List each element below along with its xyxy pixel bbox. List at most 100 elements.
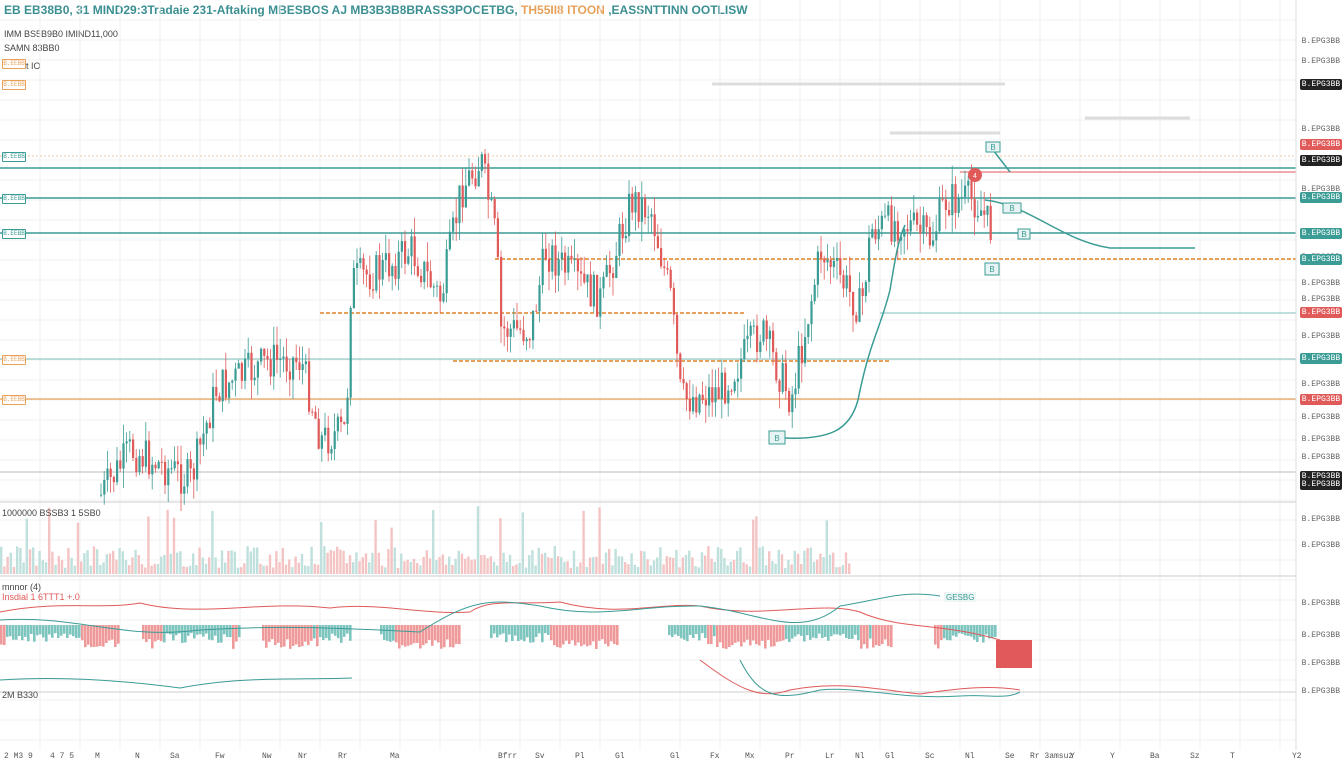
- candle-body: [516, 320, 519, 329]
- oscillator-bar: [265, 625, 268, 648]
- candle-body: [624, 236, 627, 239]
- oscillator-bar: [18, 625, 21, 637]
- oscillator-bar: [54, 625, 57, 634]
- candle-body: [839, 257, 842, 275]
- volume-bar: [272, 567, 275, 574]
- volume-bar: [32, 547, 35, 574]
- volume-bar: [294, 556, 297, 574]
- candle-body: [647, 216, 650, 218]
- volume-bar: [412, 558, 416, 574]
- volume-bar: [633, 564, 636, 574]
- candle-body: [695, 397, 698, 413]
- oscillator-bar: [743, 625, 746, 643]
- volume-bar: [576, 566, 579, 574]
- marker-teal-5[interactable]: B: [985, 141, 1001, 153]
- time-axis-label: Y2: [1292, 752, 1302, 761]
- candle-body: [250, 352, 253, 381]
- price-tag: B.EPG3BB: [1300, 139, 1342, 150]
- volume-bar: [6, 556, 9, 574]
- candle-body: [183, 486, 186, 494]
- volume-bar: [259, 563, 262, 574]
- candle-body: [356, 263, 359, 268]
- candle-body: [884, 215, 887, 217]
- level-lines: [0, 82, 1296, 473]
- oscillator-bar: [958, 625, 961, 634]
- oscillator-bar: [0, 625, 3, 645]
- volume-bar: [556, 556, 560, 574]
- candle-body: [775, 352, 778, 381]
- oscillator-bar: [878, 625, 881, 646]
- candle-body: [688, 399, 691, 412]
- volume-bar: [332, 551, 336, 574]
- volume-bar: [281, 547, 284, 574]
- marker-red-circle[interactable]: 4: [968, 168, 982, 182]
- volume-bar: [739, 547, 742, 574]
- volume-bar: [265, 565, 268, 574]
- oscillator-bar: [452, 625, 455, 648]
- marker-teal-2[interactable]: B: [984, 262, 1000, 276]
- volume-bar: [121, 551, 124, 574]
- oscillator-bar: [328, 625, 331, 641]
- volume-bar: [230, 550, 233, 574]
- oscillator-bar: [12, 625, 15, 640]
- candle-body: [269, 359, 272, 377]
- candle-body: [372, 289, 375, 291]
- volume-bar: [345, 563, 348, 574]
- volume-bar: [16, 546, 19, 574]
- volume-bar: [9, 552, 12, 574]
- volume-bar: [166, 509, 169, 574]
- price-tag: B.EPG3BB: [1300, 307, 1342, 318]
- oscillator-bar: [863, 625, 866, 645]
- candle-body: [128, 439, 131, 442]
- volume-bar: [774, 563, 777, 574]
- oscillator-bar: [686, 625, 689, 642]
- volume-bar: [358, 561, 361, 574]
- marker-teal-4[interactable]: B: [1017, 228, 1031, 240]
- oscillator-overlay-tag: [944, 592, 976, 602]
- oscillator-bar: [683, 625, 686, 640]
- svg-text:B: B: [774, 434, 779, 443]
- volume-bar: [467, 556, 470, 574]
- candle-body: [493, 199, 496, 219]
- candle-body: [912, 212, 915, 221]
- candle-body: [669, 269, 672, 288]
- candle-body: [615, 255, 618, 278]
- candle-body: [445, 249, 448, 294]
- svg-text:B: B: [1021, 230, 1026, 239]
- candle-body: [541, 248, 544, 286]
- volume-bar: [73, 565, 76, 574]
- volume-bar: [636, 566, 640, 574]
- volume-bar: [563, 561, 566, 574]
- volume-bar: [672, 557, 675, 574]
- time-axis-label: Gl: [885, 752, 895, 761]
- volume-bar: [793, 550, 796, 574]
- oscillator-bar: [731, 625, 734, 646]
- oscillator-bar: [349, 625, 352, 641]
- marker-teal-1[interactable]: B: [768, 430, 786, 445]
- volume-bar: [809, 547, 812, 574]
- volume-bar: [227, 550, 230, 574]
- volume-bar: [723, 557, 726, 574]
- price-axis-label: B.EPG3BB: [1301, 453, 1340, 462]
- candle-body: [573, 258, 576, 260]
- volume-bar: [60, 559, 64, 574]
- oscillator-bar: [940, 625, 943, 641]
- marker-teal-3[interactable]: B: [1002, 202, 1022, 214]
- oscillator-bar: [392, 625, 395, 641]
- left-level-tag: B.EEBB: [2, 355, 26, 365]
- oscillator-bar: [541, 625, 544, 643]
- time-axis-label: Sa: [170, 752, 180, 761]
- candle-body: [212, 386, 215, 429]
- oscillator-bar: [949, 625, 952, 641]
- oscillator-bar: [803, 625, 806, 642]
- volume-bar: [848, 563, 851, 574]
- candle-body: [544, 248, 547, 260]
- oscillator-bar: [695, 625, 698, 635]
- volume-bar: [716, 547, 720, 574]
- svg-text:B: B: [1009, 204, 1014, 213]
- candle-body: [564, 252, 567, 273]
- candle-body: [477, 170, 480, 187]
- oscillator-bar: [553, 625, 556, 646]
- oscillator-bar: [271, 625, 274, 640]
